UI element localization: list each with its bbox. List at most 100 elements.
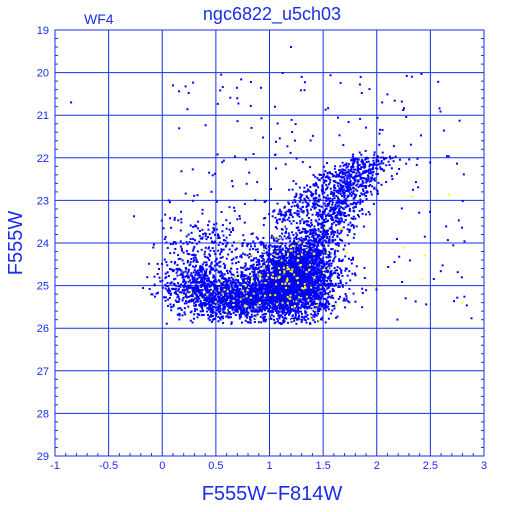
data-point bbox=[318, 277, 321, 279]
data-point bbox=[274, 271, 277, 274]
data-point bbox=[240, 276, 243, 279]
data-point bbox=[295, 232, 298, 235]
data-point bbox=[259, 309, 262, 312]
data-point bbox=[323, 262, 326, 265]
data-point bbox=[341, 274, 344, 277]
data-point bbox=[199, 270, 202, 273]
data-point bbox=[291, 287, 294, 290]
data-point bbox=[331, 240, 334, 243]
data-point bbox=[361, 306, 364, 309]
data-point bbox=[302, 297, 305, 299]
data-point bbox=[325, 302, 328, 305]
data-point bbox=[284, 254, 287, 257]
data-point bbox=[308, 282, 311, 284]
data-point bbox=[219, 309, 222, 312]
data-point bbox=[331, 305, 334, 307]
data-point bbox=[214, 317, 217, 320]
data-point bbox=[213, 306, 215, 309]
data-point bbox=[297, 269, 300, 272]
data-point bbox=[206, 310, 209, 313]
data-point bbox=[166, 289, 169, 292]
data-point bbox=[325, 215, 327, 218]
data-point bbox=[253, 242, 256, 245]
data-point bbox=[352, 258, 354, 261]
data-point bbox=[264, 320, 267, 323]
data-point bbox=[248, 287, 251, 290]
data-point bbox=[263, 273, 265, 276]
data-point bbox=[164, 296, 167, 299]
data-point bbox=[197, 227, 199, 230]
data-point bbox=[306, 287, 309, 290]
data-point bbox=[244, 274, 247, 277]
data-point bbox=[242, 285, 245, 288]
data-point bbox=[247, 297, 250, 300]
data-point bbox=[309, 261, 312, 264]
data-point bbox=[217, 279, 220, 282]
data-point bbox=[325, 306, 328, 309]
data-point bbox=[275, 308, 278, 311]
data-point bbox=[217, 249, 220, 252]
data-point bbox=[269, 274, 272, 277]
data-point bbox=[254, 310, 257, 313]
data-point bbox=[232, 229, 234, 232]
data-point bbox=[276, 312, 278, 315]
data-point bbox=[229, 299, 232, 302]
data-point bbox=[251, 268, 254, 270]
data-point bbox=[252, 290, 254, 293]
data-point bbox=[198, 297, 201, 300]
data-point bbox=[269, 286, 271, 289]
data-point bbox=[178, 284, 181, 287]
data-point bbox=[235, 294, 238, 297]
data-point bbox=[275, 295, 278, 298]
data-point bbox=[320, 225, 323, 227]
data-point bbox=[340, 229, 343, 232]
data-point bbox=[309, 322, 312, 325]
data-point bbox=[308, 265, 311, 267]
data-point bbox=[336, 269, 338, 272]
data-point bbox=[197, 288, 200, 291]
data-point bbox=[295, 304, 298, 307]
data-point bbox=[247, 306, 250, 309]
data-point bbox=[196, 316, 199, 319]
data-point bbox=[230, 321, 233, 324]
data-point bbox=[309, 299, 312, 302]
data-point bbox=[311, 272, 314, 274]
data-point bbox=[186, 272, 189, 275]
data-point bbox=[298, 306, 300, 309]
data-point bbox=[209, 249, 212, 252]
data-point bbox=[333, 284, 336, 287]
data-point bbox=[260, 297, 263, 300]
data-point bbox=[242, 300, 245, 303]
data-point bbox=[365, 161, 368, 163]
data-point bbox=[246, 283, 249, 286]
data-point bbox=[327, 284, 330, 287]
data-point bbox=[283, 261, 286, 264]
data-point bbox=[312, 319, 315, 322]
data-point bbox=[289, 305, 292, 308]
data-point bbox=[278, 246, 281, 249]
data-point bbox=[194, 297, 197, 300]
data-point bbox=[266, 254, 269, 257]
data-point bbox=[271, 254, 274, 257]
data-point bbox=[377, 156, 380, 159]
data-point bbox=[253, 257, 256, 260]
data-point bbox=[219, 307, 222, 310]
data-point bbox=[243, 302, 246, 305]
data-point bbox=[268, 271, 271, 274]
data-point bbox=[310, 303, 313, 306]
data-point bbox=[232, 241, 235, 244]
data-point bbox=[297, 263, 300, 265]
data-point bbox=[238, 304, 241, 307]
data-point bbox=[315, 291, 318, 294]
data-point bbox=[266, 266, 269, 269]
data-point bbox=[218, 241, 221, 244]
data-point bbox=[270, 313, 273, 316]
data-point bbox=[297, 315, 300, 318]
data-point bbox=[175, 242, 177, 245]
data-point bbox=[284, 242, 287, 245]
data-point bbox=[372, 166, 374, 169]
data-point bbox=[307, 251, 310, 254]
data-point bbox=[190, 310, 193, 313]
data-point bbox=[209, 268, 212, 271]
data-point bbox=[307, 267, 310, 270]
